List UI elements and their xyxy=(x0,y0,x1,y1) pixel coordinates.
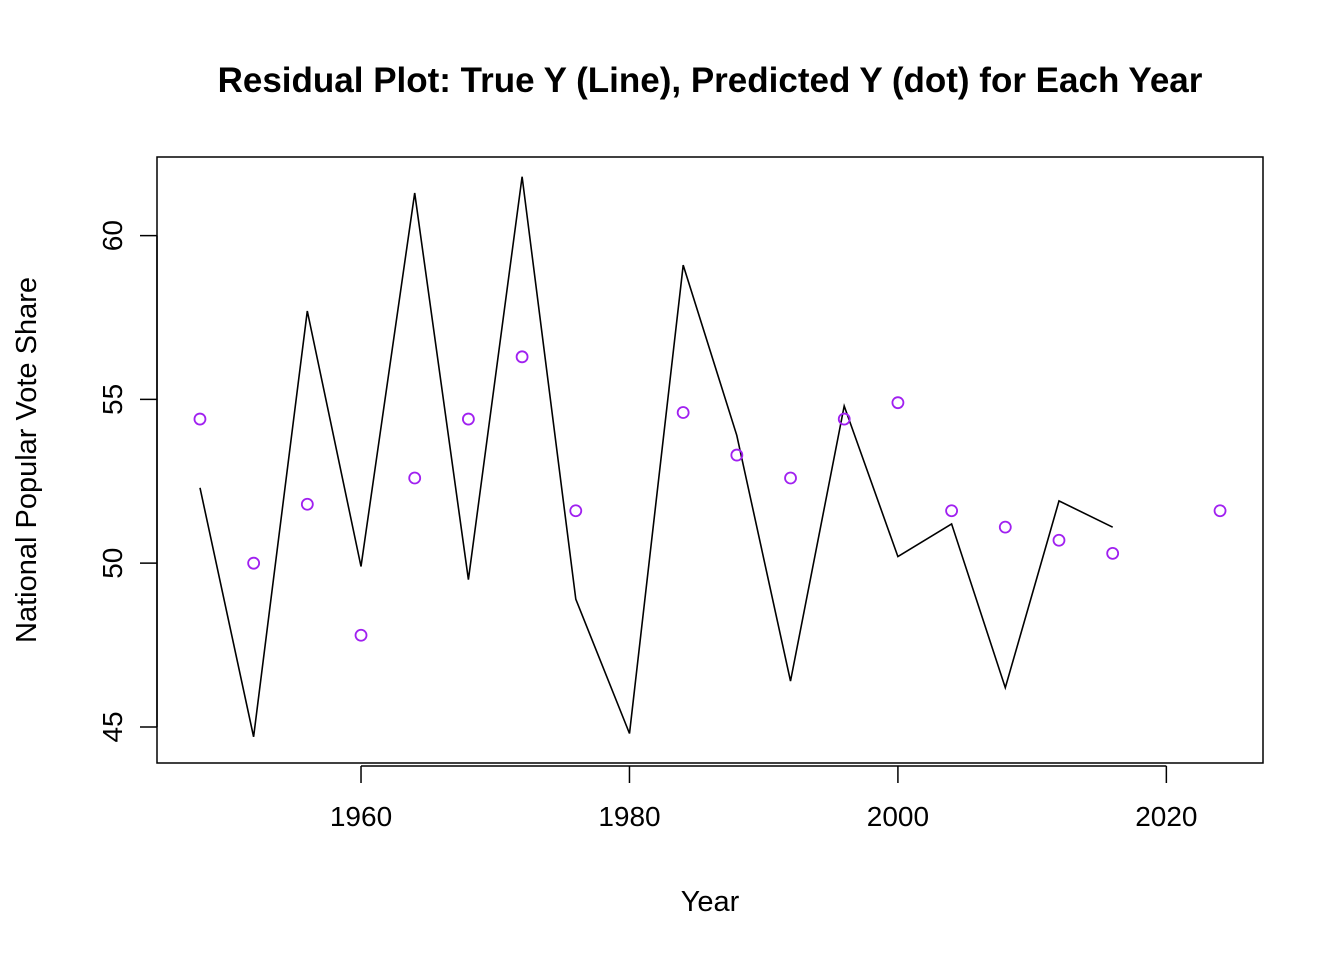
predicted-y-point xyxy=(945,504,959,518)
predicted-y-point xyxy=(837,412,851,426)
chart-title: Residual Plot: True Y (Line), Predicted … xyxy=(218,61,1203,100)
x-axis: 1960 1980 2000 2020 xyxy=(330,765,1198,832)
x-axis-label: Year xyxy=(681,886,740,918)
x-tick-label: 1960 xyxy=(330,801,392,832)
x-tick-label: 2000 xyxy=(867,801,929,832)
predicted-y-point xyxy=(891,396,905,410)
predicted-y-point xyxy=(408,471,422,485)
predicted-y-point xyxy=(300,497,314,511)
y-tick-label: 55 xyxy=(97,384,128,415)
predicted-y-point xyxy=(247,556,261,570)
series-layer xyxy=(193,176,1227,737)
y-axis-label: National Popular Vote Share xyxy=(11,277,43,643)
predicted-y-point xyxy=(676,406,690,419)
predicted-y-point xyxy=(1106,546,1120,560)
true-y-line xyxy=(199,176,1114,737)
predicted-y-point xyxy=(784,471,797,485)
predicted-y-point xyxy=(569,504,583,518)
predicted-y-point xyxy=(193,412,207,426)
predicted-y-point xyxy=(515,350,529,364)
y-tick-label: 60 xyxy=(97,220,128,251)
predicted-y-point xyxy=(1213,504,1227,518)
x-tick-label: 2020 xyxy=(1135,801,1197,832)
y-axis: 45 50 55 60 xyxy=(97,220,158,743)
x-tick-label: 1980 xyxy=(598,801,660,832)
predicted-y-point xyxy=(354,628,368,642)
predicted-y-point xyxy=(461,412,475,426)
plot-frame xyxy=(156,156,1264,764)
y-tick-label: 45 xyxy=(97,711,128,742)
predicted-y-point xyxy=(1052,533,1066,547)
predicted-y-point xyxy=(730,448,744,462)
predicted-y-point xyxy=(998,520,1012,534)
y-tick-label: 50 xyxy=(97,548,128,579)
